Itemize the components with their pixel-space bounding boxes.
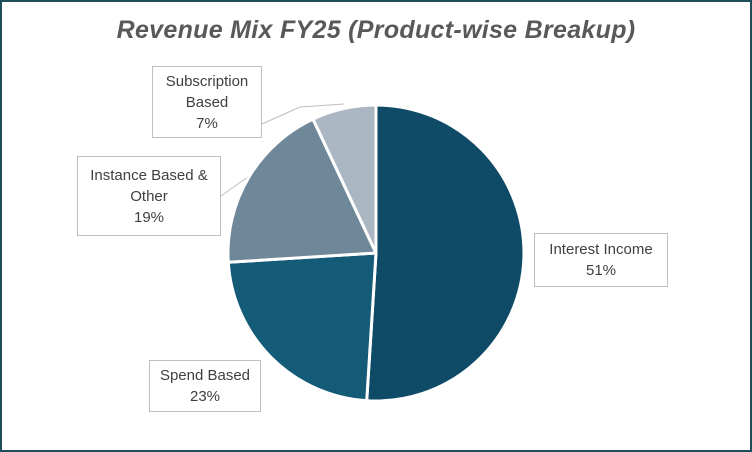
callout-percent: 23% bbox=[189, 388, 221, 405]
callout-spend-based: Spend Based 23% bbox=[149, 360, 261, 412]
callout-instance-based-other: Instance Based & Other 19% bbox=[77, 156, 221, 236]
chart-title: Revenue Mix FY25 (Product-wise Breakup) bbox=[116, 16, 636, 44]
callout-label: Interest Income bbox=[549, 241, 653, 258]
callout-percent: 51% bbox=[585, 262, 617, 279]
leader-line-instance-based-other bbox=[220, 173, 253, 197]
callout-label: Subscription Based bbox=[165, 72, 249, 111]
callout-percent: 7% bbox=[196, 114, 218, 132]
leader-line-subscription-based bbox=[261, 103, 345, 125]
pie-slice-interest-income bbox=[365, 103, 526, 403]
callout-percent: 19% bbox=[133, 208, 165, 226]
callout-subscription-based: Subscription Based 7% bbox=[152, 66, 262, 138]
pie-slice-instance-based-other bbox=[226, 117, 378, 264]
pie-slice-spend-based bbox=[226, 251, 378, 403]
callout-label: Spend Based bbox=[159, 367, 251, 384]
callout-label: Instance Based & Other bbox=[90, 166, 208, 205]
callout-interest-income: Interest Income 51% bbox=[534, 233, 668, 287]
pie-slice-subscription-based bbox=[311, 103, 378, 255]
